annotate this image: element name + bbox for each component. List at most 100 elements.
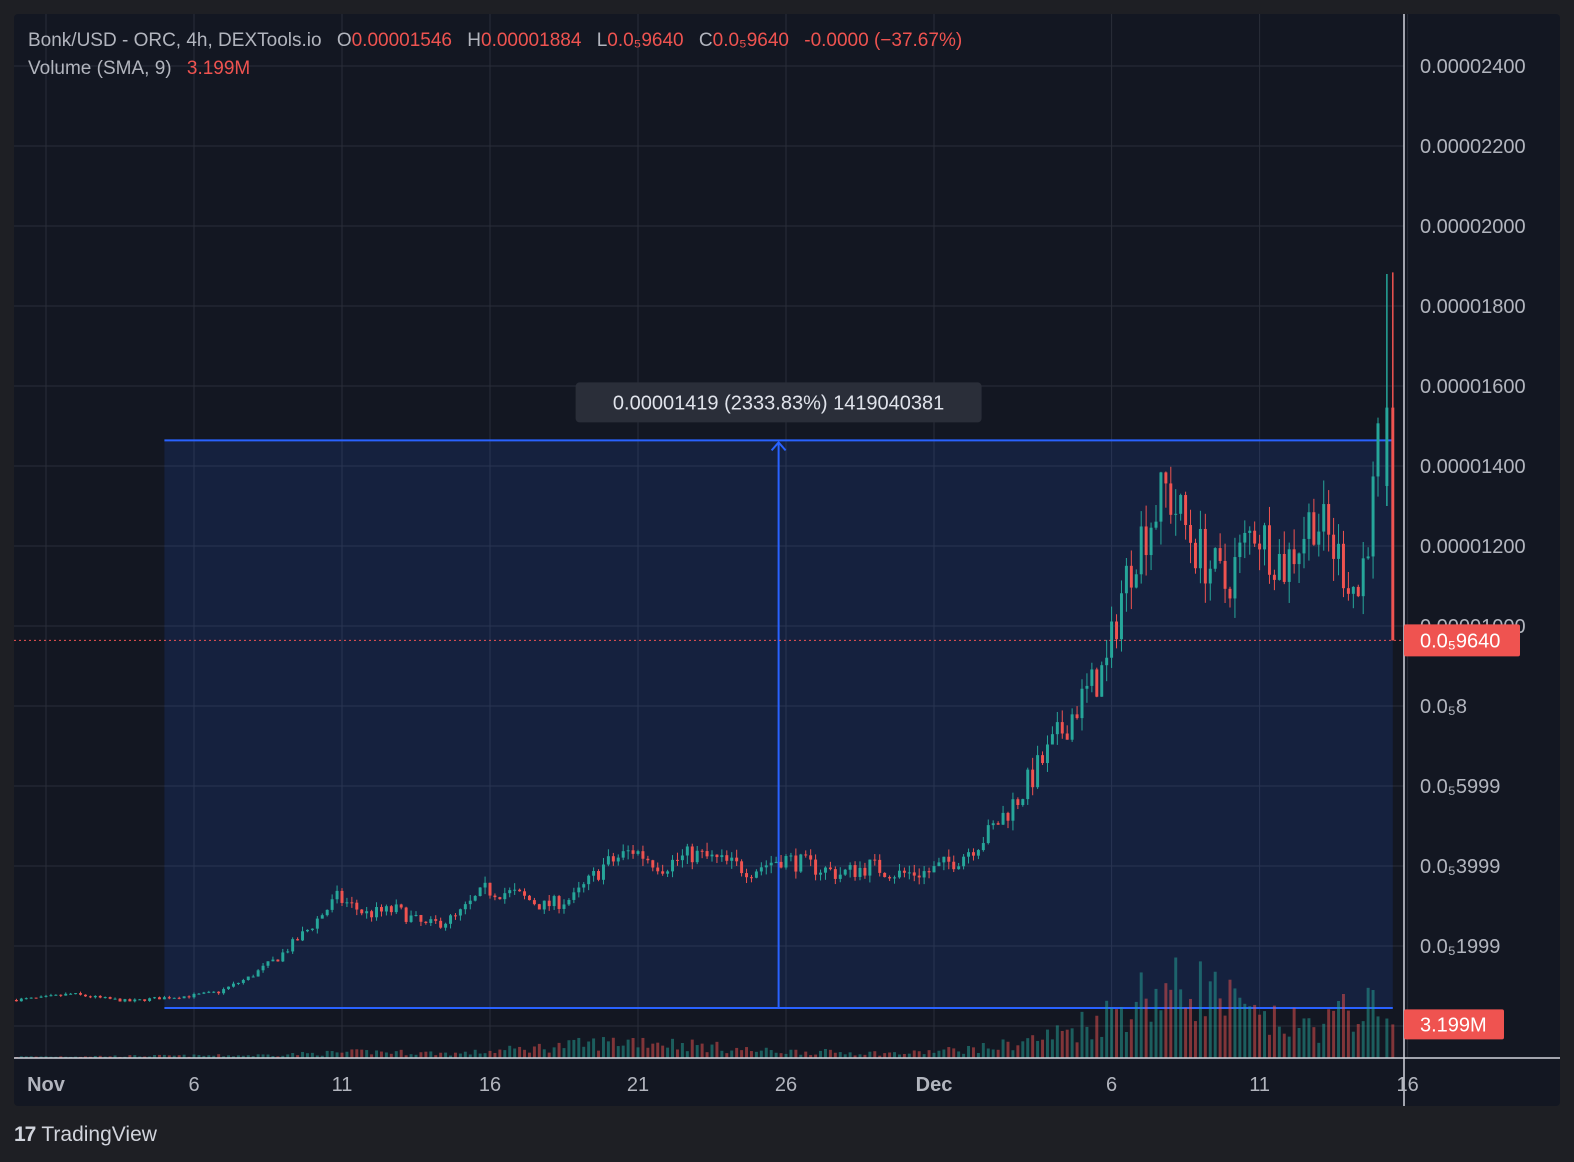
volume-bar bbox=[355, 1049, 359, 1058]
volume-bar bbox=[1282, 1033, 1286, 1058]
volume-bar bbox=[177, 1055, 181, 1058]
volume-bar bbox=[523, 1049, 527, 1058]
chart-panel[interactable]: 0.00001419 (2333.83%) 1419040381 0.00002… bbox=[14, 14, 1560, 1106]
candle bbox=[1253, 530, 1257, 544]
candle bbox=[1233, 557, 1237, 599]
volume-bar bbox=[172, 1055, 176, 1058]
y-tick-label: 0.00001400 bbox=[1420, 456, 1526, 478]
volume-bar bbox=[897, 1054, 901, 1058]
candle bbox=[838, 874, 842, 879]
volume-bar bbox=[764, 1047, 768, 1058]
candle bbox=[167, 997, 171, 999]
candle bbox=[962, 856, 966, 867]
volume-bar bbox=[582, 1046, 586, 1058]
volume-bar bbox=[532, 1046, 536, 1058]
volume-bar bbox=[24, 1056, 28, 1058]
volume-label[interactable]: Volume (SMA, 9) bbox=[28, 58, 172, 79]
candle bbox=[1371, 476, 1375, 557]
volume-tag-label: 3.199M bbox=[1420, 1014, 1487, 1036]
candle bbox=[493, 895, 497, 898]
candle bbox=[444, 923, 448, 928]
volume-bar bbox=[917, 1051, 921, 1058]
candle bbox=[715, 854, 719, 858]
volume-bar bbox=[1095, 1015, 1099, 1058]
volume-bar bbox=[256, 1054, 260, 1058]
candle bbox=[419, 915, 423, 922]
candle bbox=[305, 929, 309, 932]
volume-bar bbox=[932, 1052, 936, 1058]
candle bbox=[281, 952, 285, 962]
candle bbox=[1134, 574, 1138, 588]
volume-bar bbox=[759, 1050, 763, 1058]
candle bbox=[927, 871, 931, 873]
volume-bar bbox=[547, 1052, 551, 1058]
volume-bar bbox=[631, 1038, 635, 1058]
volume-bar bbox=[271, 1055, 275, 1058]
candle bbox=[1272, 574, 1276, 580]
overlays: 0.00001419 (2333.83%) 1419040381 bbox=[14, 382, 1404, 641]
volume-bar bbox=[1351, 1031, 1355, 1058]
volume-bar bbox=[1149, 1021, 1153, 1058]
volume-bar bbox=[345, 1051, 349, 1058]
candle bbox=[1267, 525, 1271, 575]
volume-bar bbox=[794, 1049, 798, 1058]
volume-bar bbox=[148, 1056, 152, 1058]
measurement-tool[interactable] bbox=[164, 439, 1393, 1009]
volume-bar bbox=[375, 1050, 379, 1058]
symbol-title[interactable]: Bonk/USD - ORC, 4h, DEXTools.io bbox=[28, 30, 322, 51]
volume-bar bbox=[1332, 1010, 1336, 1058]
candle bbox=[1031, 769, 1035, 788]
volume-bar bbox=[335, 1052, 339, 1058]
x-tick-label: 11 bbox=[332, 1074, 353, 1096]
volume-bar bbox=[986, 1048, 990, 1058]
candle bbox=[29, 997, 33, 999]
candle bbox=[157, 997, 161, 1000]
volume-bar bbox=[597, 1050, 601, 1058]
candle bbox=[1021, 799, 1025, 806]
brand-name[interactable]: TradingView bbox=[41, 1123, 157, 1146]
candle bbox=[680, 855, 684, 861]
x-tick-label: Dec bbox=[916, 1074, 953, 1096]
volume-bar bbox=[192, 1054, 196, 1058]
volume-bar bbox=[557, 1042, 561, 1058]
volume-bar bbox=[424, 1051, 428, 1058]
candle bbox=[296, 939, 300, 941]
volume-bar bbox=[1322, 1023, 1326, 1058]
volume-bar bbox=[621, 1045, 625, 1058]
candle bbox=[1213, 548, 1217, 569]
candle bbox=[1129, 565, 1133, 588]
candle bbox=[83, 994, 87, 997]
candle bbox=[404, 907, 408, 922]
candle bbox=[784, 856, 788, 868]
tradingview-logo-icon[interactable]: 17 bbox=[14, 1123, 36, 1146]
candle bbox=[1055, 722, 1059, 735]
volume-bar bbox=[952, 1048, 956, 1058]
volume-bar bbox=[320, 1055, 324, 1058]
volume-bar bbox=[1105, 1000, 1109, 1058]
volume-bar bbox=[1001, 1039, 1005, 1058]
volume-bar bbox=[1228, 979, 1232, 1058]
volume-bar bbox=[1115, 1009, 1119, 1058]
volume-bar bbox=[1361, 1021, 1365, 1058]
y-tick-label: 0.00001800 bbox=[1420, 296, 1526, 318]
volume-bar bbox=[1233, 988, 1237, 1058]
candle bbox=[414, 915, 418, 917]
candle bbox=[592, 871, 596, 876]
candle bbox=[1184, 495, 1188, 526]
volume-bar bbox=[217, 1054, 221, 1058]
candle bbox=[577, 887, 581, 893]
volume-bar bbox=[59, 1056, 63, 1058]
candle bbox=[947, 856, 951, 862]
volume-bar bbox=[1272, 1005, 1276, 1058]
candle bbox=[182, 996, 186, 999]
candle bbox=[1189, 525, 1193, 543]
volume-bar bbox=[1144, 998, 1148, 1058]
candle bbox=[626, 850, 630, 852]
volume-bar bbox=[429, 1051, 433, 1058]
volume-bar bbox=[873, 1051, 877, 1058]
price-chart[interactable]: 0.00001419 (2333.83%) 1419040381 0.00002… bbox=[14, 14, 1560, 1106]
close-value: 0.0₅9640 bbox=[712, 30, 789, 51]
volume-bar bbox=[325, 1050, 329, 1058]
volume-bar bbox=[399, 1049, 403, 1058]
volume-bar bbox=[616, 1046, 620, 1058]
